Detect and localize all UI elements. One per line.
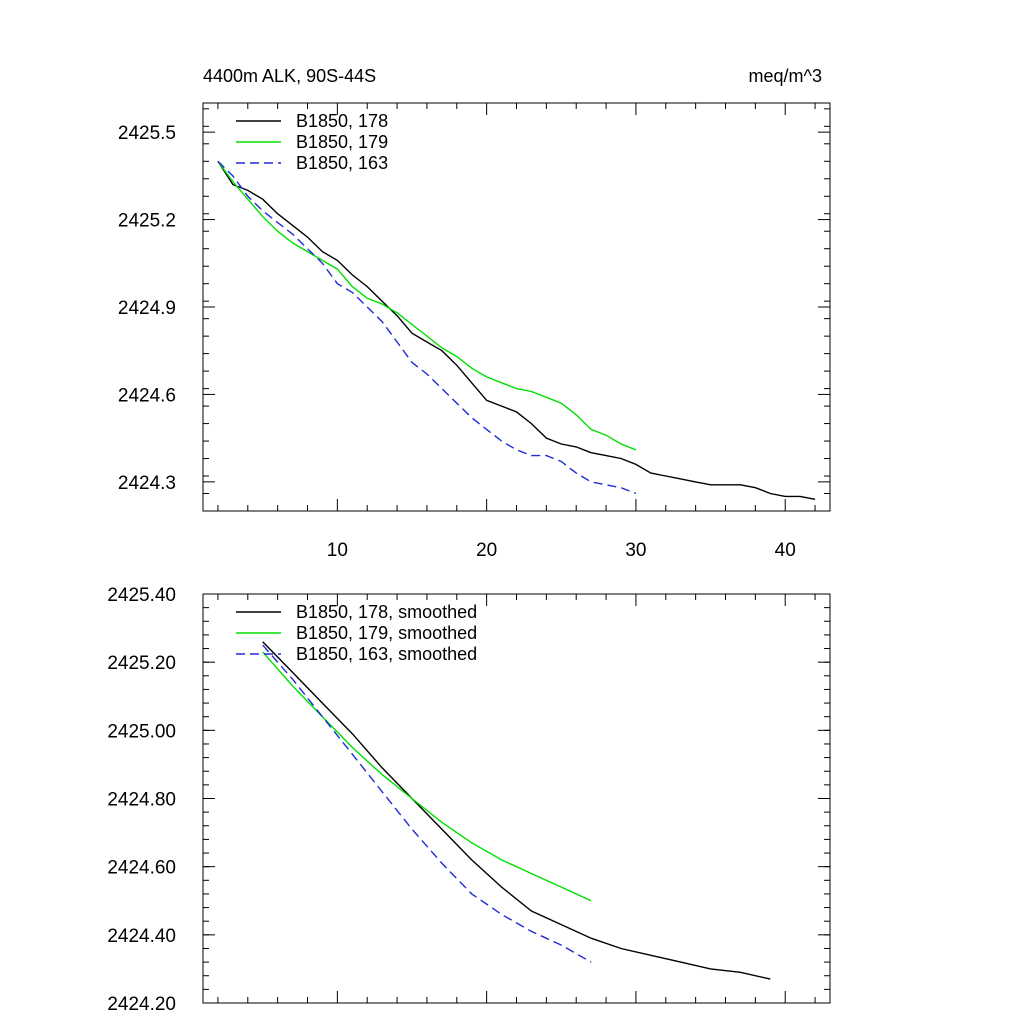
series-line: [262, 651, 592, 902]
x-tick-label: 40: [775, 540, 796, 561]
y-tick-label: 2424.80: [107, 790, 176, 811]
chart-title: 4400m ALK, 90S-44S: [203, 66, 376, 86]
y-tick-label: 2425.00: [107, 721, 176, 742]
y-tick-label: 2424.40: [107, 926, 176, 947]
legend-label: B1850, 163: [296, 153, 388, 173]
top-panel: 10 20 30 40 2424.3 2424.6 2424.9 2425.2 2425.5 44…: [118, 66, 831, 561]
y-tick-label: 2425.20: [107, 653, 176, 674]
x-tick-label: 30: [625, 540, 646, 561]
x-tick-label: 10: [327, 540, 348, 561]
legend-label: B1850, 178, smoothed: [296, 602, 477, 622]
y-tick-label: 2425.40: [107, 585, 176, 606]
series-line: [217, 160, 637, 451]
series-line: [262, 644, 592, 963]
x-tick-label: 20: [476, 540, 497, 561]
series-line: [217, 160, 637, 495]
bottom-panel: 2424.20 2424.40 2424.60 2424.80 2425.00 2425.…: [107, 585, 831, 1015]
legend-label: B1850, 178: [296, 111, 388, 131]
y-tick-label: 2424.9: [118, 298, 176, 319]
y-tick-label: 2425.5: [118, 123, 176, 144]
legend-label: B1850, 163, smoothed: [296, 644, 477, 664]
legend-label: B1850, 179, smoothed: [296, 623, 477, 643]
series-line: [262, 641, 771, 980]
legend-label: B1850, 179: [296, 132, 388, 152]
y-tick-label: 2424.6: [118, 385, 176, 406]
units-label: meq/m^3: [749, 66, 822, 86]
y-tick-label: 2424.20: [107, 994, 176, 1015]
y-tick-label: 2424.3: [118, 473, 176, 494]
y-tick-label: 2424.60: [107, 858, 176, 879]
series-line: [217, 160, 816, 500]
y-tick-label: 2425.2: [118, 211, 176, 232]
